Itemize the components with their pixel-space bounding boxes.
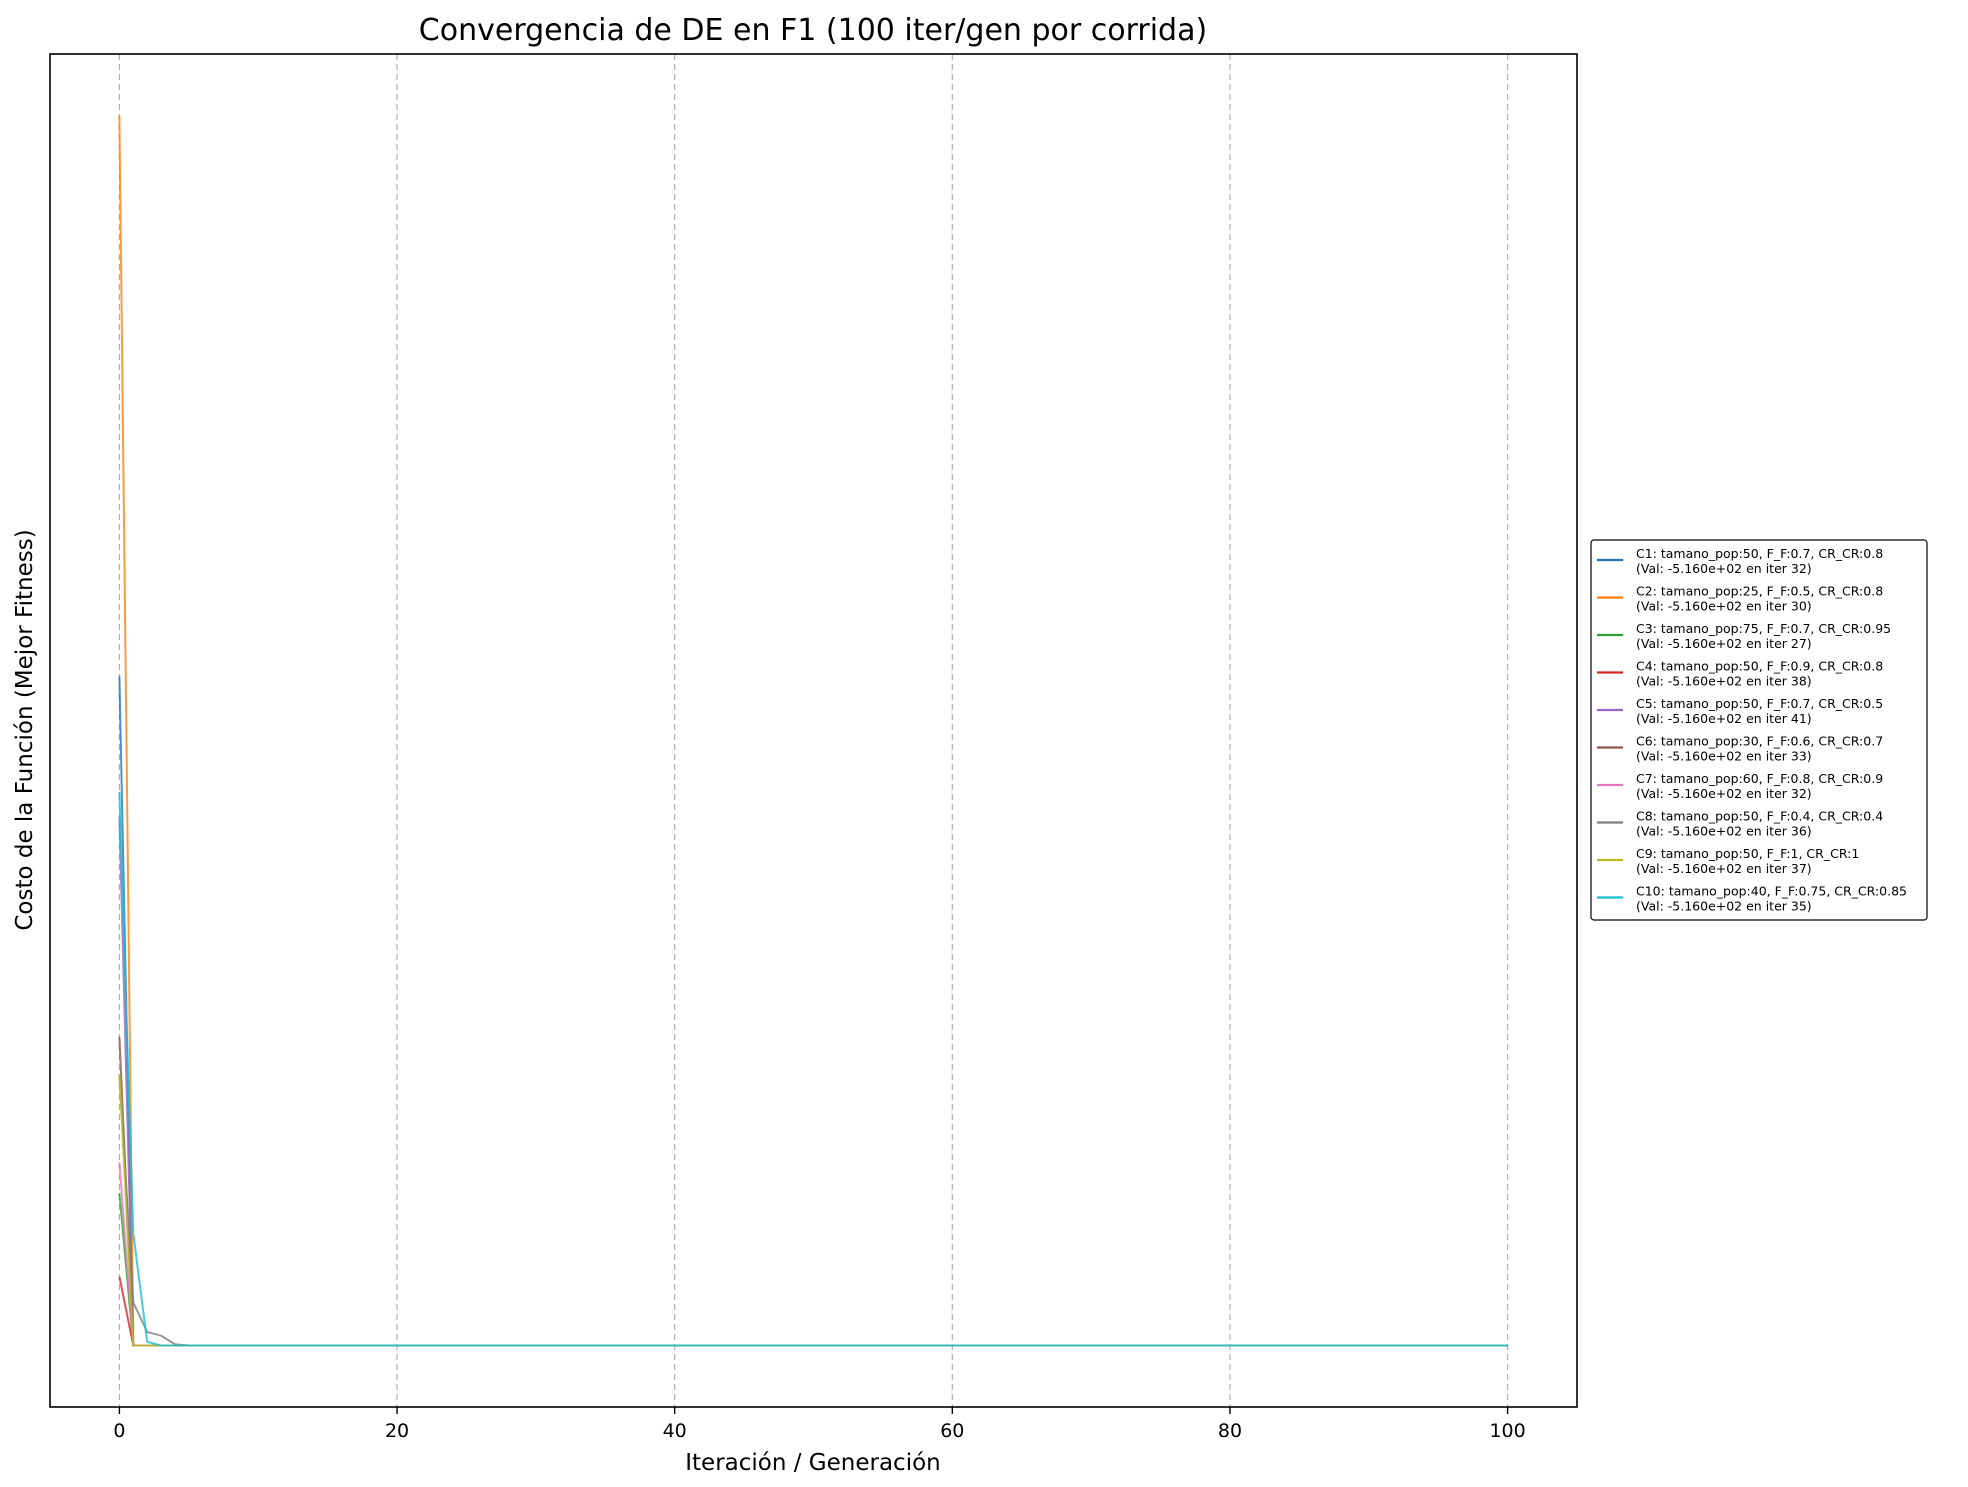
legend-entry-note: (Val: -5.160e+02 en iter 27): [1636, 636, 1812, 651]
x-tick-label: 20: [385, 1420, 409, 1442]
legend-entry-name: C5: tamano_pop:50, F_F:0.7, CR_CR:0.5: [1636, 696, 1883, 711]
x-tick-label: 0: [113, 1420, 125, 1442]
x-tick-label: 80: [1218, 1420, 1242, 1442]
legend-entry-name: C1: tamano_pop:50, F_F:0.7, CR_CR:0.8: [1636, 546, 1883, 561]
legend-entry-note: (Val: -5.160e+02 en iter 32): [1636, 561, 1812, 576]
legend-entry-note: (Val: -5.160e+02 en iter 41): [1636, 711, 1812, 726]
x-axis-label: Iteración / Generación: [685, 1450, 941, 1476]
legend-entry-name: C6: tamano_pop:30, F_F:0.6, CR_CR:0.7: [1636, 734, 1883, 749]
x-tick-label: 60: [940, 1420, 964, 1442]
legend-entry-note: (Val: -5.160e+02 en iter 36): [1636, 824, 1812, 839]
legend-entry-note: (Val: -5.160e+02 en iter 38): [1636, 674, 1812, 689]
legend-entry-note: (Val: -5.160e+02 en iter 33): [1636, 749, 1812, 764]
legend-entry-name: C8: tamano_pop:50, F_F:0.4, CR_CR:0.4: [1636, 809, 1883, 824]
legend-entry-name: C7: tamano_pop:60, F_F:0.8, CR_CR:0.9: [1636, 771, 1883, 786]
chart-title: Convergencia de DE en F1 (100 iter/gen p…: [419, 13, 1207, 48]
x-tick-label: 40: [663, 1420, 687, 1442]
x-axis: 0 20 40 60 80 100: [113, 1407, 1526, 1442]
legend-entry-note: (Val: -5.160e+02 en iter 35): [1636, 899, 1812, 914]
legend-entry-name: C3: tamano_pop:75, F_F:0.7, CR_CR:0.95: [1636, 621, 1891, 636]
legend-entry-name: C10: tamano_pop:40, F_F:0.75, CR_CR:0.85: [1636, 884, 1907, 899]
series-line-c10: [118, 791, 1508, 1347]
x-tick-label: 100: [1489, 1420, 1525, 1442]
y-axis-label: Costo de la Función (Mejor Fitness): [12, 529, 38, 930]
plot-frame: [49, 53, 1578, 1408]
legend-entry-name: C4: tamano_pop:50, F_F:0.9, CR_CR:0.8: [1636, 659, 1883, 674]
legend-entry-name: C2: tamano_pop:25, F_F:0.5, CR_CR:0.8: [1636, 584, 1883, 599]
legend-entry-name: C9: tamano_pop:50, F_F:1, CR_CR:1: [1636, 846, 1859, 861]
series-layer: [118, 115, 1508, 1347]
legend-entry-note: (Val: -5.160e+02 en iter 30): [1636, 599, 1812, 614]
legend: C1: tamano_pop:50, F_F:0.7, CR_CR:0.8(Va…: [1590, 539, 1928, 921]
grid-layer: [118, 54, 1509, 1407]
legend-entry-note: (Val: -5.160e+02 en iter 32): [1636, 786, 1812, 801]
legend-entry-note: (Val: -5.160e+02 en iter 37): [1636, 861, 1812, 876]
legend-box: [1590, 539, 1928, 921]
